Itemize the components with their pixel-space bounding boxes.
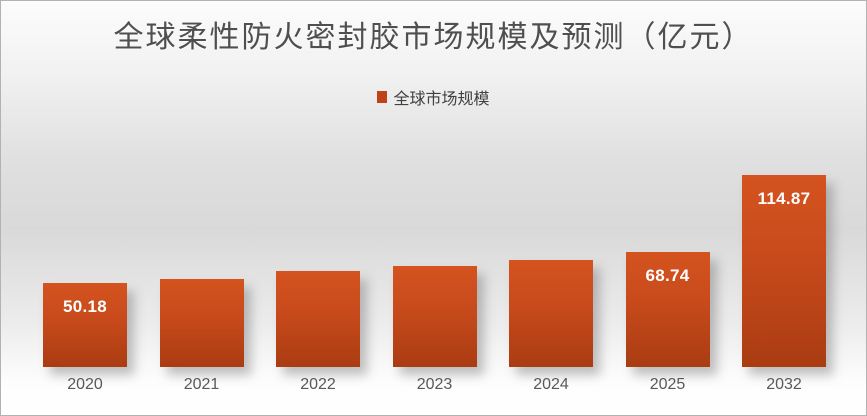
bar-group-2021: 2021 — [159, 279, 244, 397]
bar-group-2020: 50.18 2020 — [43, 283, 127, 397]
data-label: 50.18 — [62, 297, 108, 316]
axis-tick-label: 2023 — [416, 376, 453, 393]
axis-tick-label: 2022 — [300, 376, 336, 393]
axis-tick-label: 2021 — [183, 376, 220, 393]
bar-group-2022: 2022 — [276, 271, 360, 397]
legend-swatch-icon — [377, 91, 388, 103]
bar-2021 — [159, 279, 244, 367]
chart-title: 全球柔性防火密封胶市场规模及预测（亿元） — [113, 21, 754, 54]
bar-group-2024: 2024 — [509, 260, 593, 397]
legend: 全球市场规模 — [1, 85, 866, 109]
bar-2032: 114.87 — [742, 175, 826, 367]
data-label: 114.87 — [757, 189, 811, 208]
axis-tick-label: 2024 — [533, 376, 569, 393]
axis-tick-label: 2032 — [766, 376, 802, 393]
bar-2024 — [509, 260, 593, 367]
bar-2022 — [276, 271, 360, 367]
data-label: 68.74 — [645, 266, 690, 285]
axis-tick-label: 2020 — [67, 376, 103, 393]
bar-2025: 68.74 — [625, 252, 710, 367]
bar-group-2032: 114.87 2032 — [742, 175, 826, 397]
axis-tick-label: 2025 — [649, 376, 686, 393]
plot-area: 50.18 2020 2021 2022 2023 2 — [43, 175, 826, 397]
bar-2020: 50.18 — [43, 283, 127, 367]
bar-group-2025: 68.74 2025 — [625, 252, 710, 397]
bar-group-2023: 2023 — [392, 266, 477, 397]
bar-2023 — [392, 266, 477, 367]
legend-label: 全球市场规模 — [393, 91, 490, 108]
